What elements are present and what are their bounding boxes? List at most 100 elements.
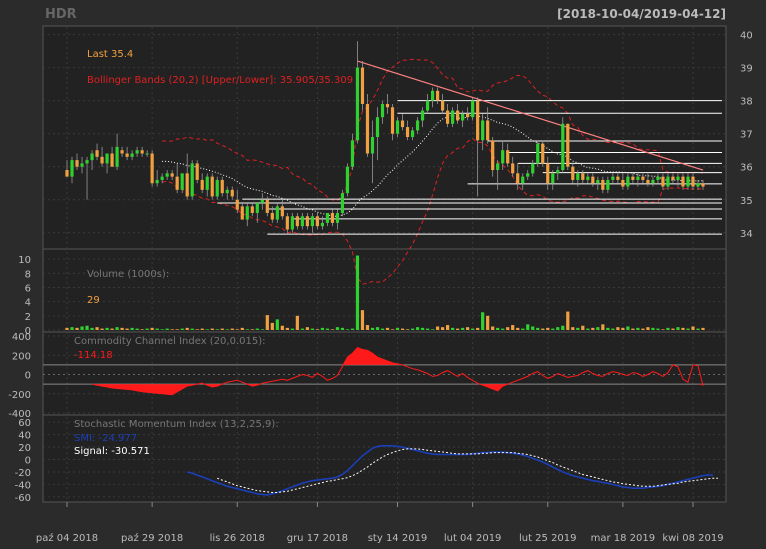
candle-body bbox=[691, 176, 695, 187]
candle-body bbox=[355, 67, 360, 141]
volume-bar bbox=[511, 325, 515, 330]
smi-tick-label: -60 bbox=[15, 493, 31, 504]
volume-bar bbox=[310, 328, 314, 330]
candle-body bbox=[701, 183, 705, 187]
candle-body bbox=[591, 176, 595, 184]
volume-bar bbox=[486, 315, 490, 330]
candle-body bbox=[596, 179, 600, 184]
volume-bar bbox=[481, 312, 485, 330]
candle-body bbox=[280, 206, 284, 217]
candle-body bbox=[215, 179, 219, 197]
candle-body bbox=[631, 176, 635, 180]
volume-bar bbox=[516, 327, 520, 330]
volume-bar bbox=[596, 327, 600, 330]
candle-body bbox=[330, 212, 335, 223]
volume-bar bbox=[430, 329, 435, 330]
candle-body bbox=[681, 176, 685, 187]
candle-body bbox=[415, 120, 420, 131]
volume-bar bbox=[626, 326, 630, 330]
volume-bar bbox=[671, 328, 675, 330]
smi-panel bbox=[42, 414, 727, 503]
candle-body bbox=[365, 103, 370, 154]
volume-bar bbox=[325, 328, 330, 330]
candle-body bbox=[255, 203, 259, 213]
volume-bar bbox=[681, 327, 685, 330]
candle-body bbox=[420, 110, 425, 121]
candle-body bbox=[476, 100, 480, 141]
volume-bar bbox=[320, 327, 325, 330]
volume-bar bbox=[370, 327, 375, 330]
candle-body bbox=[105, 153, 109, 164]
volume-bar bbox=[125, 328, 129, 330]
candle-body bbox=[461, 113, 465, 121]
candle-body bbox=[641, 176, 645, 180]
volume-bar bbox=[260, 329, 264, 330]
volume-bar bbox=[305, 327, 309, 330]
candle-body bbox=[451, 110, 455, 124]
trendline-0 bbox=[357, 60, 704, 171]
cci-tick-label: -200 bbox=[8, 390, 31, 401]
candle-body bbox=[175, 176, 179, 190]
volume-bar bbox=[566, 311, 570, 330]
candle-body bbox=[491, 140, 495, 171]
grid-layer bbox=[43, 27, 726, 501]
volume-tick-label: 6 bbox=[25, 283, 31, 294]
candle-body bbox=[115, 146, 119, 167]
volume-tick-label: 10 bbox=[18, 255, 31, 266]
candle-body bbox=[370, 137, 375, 154]
last-price-label: Last 35.4 bbox=[87, 49, 133, 60]
price-tick-label: 40 bbox=[740, 31, 753, 42]
candle-body bbox=[626, 176, 630, 187]
volume-bar bbox=[571, 327, 575, 330]
volume-bar bbox=[360, 310, 365, 330]
volume-bar bbox=[285, 327, 289, 330]
volume-bar bbox=[180, 328, 184, 330]
symbol-title: HDR bbox=[45, 7, 77, 22]
x-tick-label: sty 14 2019 bbox=[368, 533, 428, 544]
signal-value-label: Signal: -30.571 bbox=[74, 446, 150, 457]
volume-bar bbox=[476, 327, 480, 330]
volume-bar bbox=[440, 327, 445, 330]
candle-body bbox=[260, 199, 264, 204]
candle-body bbox=[405, 127, 410, 137]
volume-bar bbox=[280, 325, 284, 330]
candle-body bbox=[656, 176, 660, 180]
volume-bar bbox=[461, 327, 465, 330]
candle-body bbox=[190, 163, 194, 197]
smi-tick-label: -40 bbox=[15, 480, 31, 491]
bbands-label: Bollinger Bands (20,2) [Upper/Lower]: 35… bbox=[87, 75, 353, 86]
candle-body bbox=[546, 163, 550, 184]
candle-body bbox=[646, 179, 650, 184]
candle-body bbox=[210, 176, 214, 197]
candle-body bbox=[481, 120, 485, 141]
candle-body bbox=[400, 120, 405, 128]
candle-body bbox=[195, 163, 199, 180]
volume-bar bbox=[576, 327, 580, 330]
volume-bar bbox=[75, 327, 79, 330]
cci-layer bbox=[43, 347, 726, 396]
candle-body bbox=[506, 150, 510, 164]
axis-layer: 343536373839400246810-400-2000200400-60-… bbox=[8, 31, 752, 544]
cci-tick-label: 0 bbox=[25, 371, 31, 382]
smi-layer bbox=[187, 445, 718, 496]
candle-body bbox=[556, 170, 560, 174]
smi-line bbox=[187, 445, 713, 496]
price-tick-label: 39 bbox=[740, 64, 753, 75]
candle-body bbox=[250, 206, 254, 213]
volume-bar bbox=[120, 327, 124, 330]
volume-bar bbox=[105, 327, 109, 330]
volume-bar bbox=[536, 327, 540, 330]
candle-body bbox=[621, 179, 625, 187]
volume-bar bbox=[686, 328, 690, 330]
volume-bar bbox=[255, 328, 259, 330]
candle-body bbox=[300, 216, 304, 227]
volume-bar bbox=[556, 327, 560, 330]
candle-body bbox=[90, 153, 94, 161]
volume-bar bbox=[661, 329, 665, 330]
candle-body bbox=[180, 173, 184, 190]
x-tick-label: lut 04 2019 bbox=[444, 533, 502, 544]
cci-last-value: -114.18 bbox=[74, 350, 113, 361]
candle-body bbox=[616, 176, 620, 180]
smi-tick-label: 40 bbox=[18, 431, 31, 442]
